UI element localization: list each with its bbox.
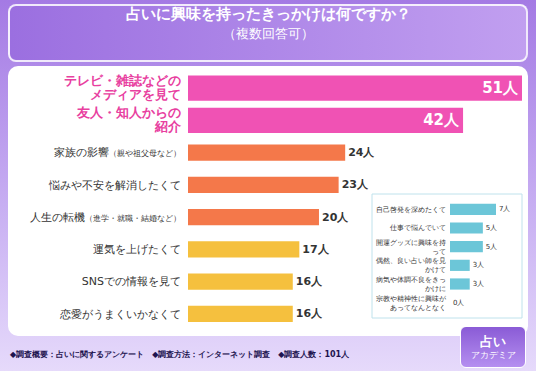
svg-text:17人: 17人	[302, 243, 329, 256]
html-text:占い: 占い	[480, 333, 506, 349]
svg-text:42人: 42人	[423, 111, 460, 129]
svg-text:テレビ・雑誌などのメディアを見て: テレビ・雑誌などのメディアを見て	[64, 73, 181, 102]
svg-text:23人: 23人	[342, 178, 369, 191]
svg-text:16人: 16人	[296, 275, 323, 288]
svg-text:20人: 20人	[322, 211, 349, 224]
svg-text:24人: 24人	[348, 146, 375, 159]
svg-text:恋愛がうまくいかなくて: 恋愛がうまくいかなくて	[59, 308, 181, 321]
html-text:◆調査概要：占いに関するアンケート: ◆調査概要：占いに関するアンケート	[10, 350, 145, 359]
svg-text:SNSでの情報を見て: SNSでの情報を見て	[82, 275, 181, 288]
html-text:アカデミア: アカデミア	[470, 349, 516, 360]
svg-text:16人: 16人	[296, 307, 323, 320]
svg-text:3人: 3人	[473, 280, 484, 288]
svg-text:5人: 5人	[486, 224, 497, 232]
svg-text:家族の影響（親や祖父母など）: 家族の影響（親や祖父母など）	[54, 146, 181, 159]
html-text:◆調査人数：101人: ◆調査人数：101人	[278, 350, 350, 359]
svg-text:病気や体調不良をきっかけに: 病気や体調不良をきっかけに	[376, 276, 446, 293]
svg-text:自己啓発を深めたくて: 自己啓発を深めたくて	[376, 206, 446, 214]
svg-text:3人: 3人	[473, 261, 484, 269]
svg-text:開運グッズに興味を持って: 開運グッズに興味を持って	[376, 239, 446, 256]
svg-text:宗教や精神性に興味があってなんとなく: 宗教や精神性に興味があってなんとなく	[376, 295, 447, 312]
svg-text:0人: 0人	[453, 299, 464, 307]
svg-text:7人: 7人	[499, 205, 510, 213]
html-text:◆調査方法：インターネット調査: ◆調査方法：インターネット調査	[152, 350, 271, 359]
svg-text:占いに興味を持ったきっかけは何ですか？（複数回答可）: 占いに興味を持ったきっかけは何ですか？（複数回答可）	[126, 5, 411, 42]
svg-text:悩みや不安を解消したくて: 悩みや不安を解消したくて	[48, 179, 181, 192]
svg-text:仕事で悩んでいて: 仕事で悩んでいて	[389, 224, 446, 232]
svg-text:人生の転機（進学・就職・結婚など）: 人生の転機（進学・就職・結婚など）	[30, 211, 181, 224]
svg-text:運気を上げたくて: 運気を上げたくて	[93, 243, 181, 256]
svg-text:偶然、良い占い師を見かけて: 偶然、良い占い師を見かけて	[376, 257, 446, 274]
svg-text:5人: 5人	[486, 243, 497, 251]
svg-text:51人: 51人	[482, 79, 519, 97]
svg-text:友人・知人からの紹介: 友人・知人からの紹介	[76, 105, 182, 134]
